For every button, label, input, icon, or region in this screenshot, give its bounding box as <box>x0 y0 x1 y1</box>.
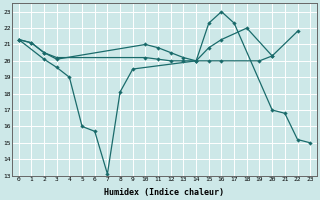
X-axis label: Humidex (Indice chaleur): Humidex (Indice chaleur) <box>104 188 224 197</box>
